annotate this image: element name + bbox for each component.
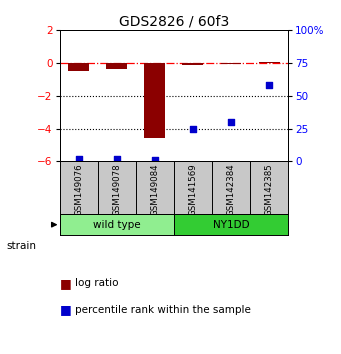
Text: GSM149076: GSM149076 [74,163,83,216]
Point [266,82,272,88]
Text: percentile rank within the sample: percentile rank within the sample [75,305,251,315]
Text: GSM141569: GSM141569 [189,163,197,216]
Bar [60,214,174,235]
Point [190,126,196,131]
Text: GSM142384: GSM142384 [226,163,236,216]
Text: GSM149084: GSM149084 [150,163,159,216]
Point [114,156,119,162]
Bar [258,62,280,63]
Text: GSM142385: GSM142385 [265,163,273,216]
Text: GSM149078: GSM149078 [112,163,121,216]
Bar [68,63,89,71]
Title: GDS2826 / 60f3: GDS2826 / 60f3 [119,15,229,29]
Bar [106,63,127,69]
Text: ■: ■ [60,303,71,316]
Point [76,156,81,162]
Bar [174,214,288,235]
Point [228,119,234,125]
Bar [221,63,241,64]
Bar [144,63,165,138]
Bar [182,63,204,64]
Text: NY1DD: NY1DD [213,220,249,230]
Text: ■: ■ [60,277,71,290]
Text: wild type: wild type [93,220,140,230]
Text: log ratio: log ratio [75,278,119,288]
Point [152,157,158,163]
Text: strain: strain [7,241,37,251]
